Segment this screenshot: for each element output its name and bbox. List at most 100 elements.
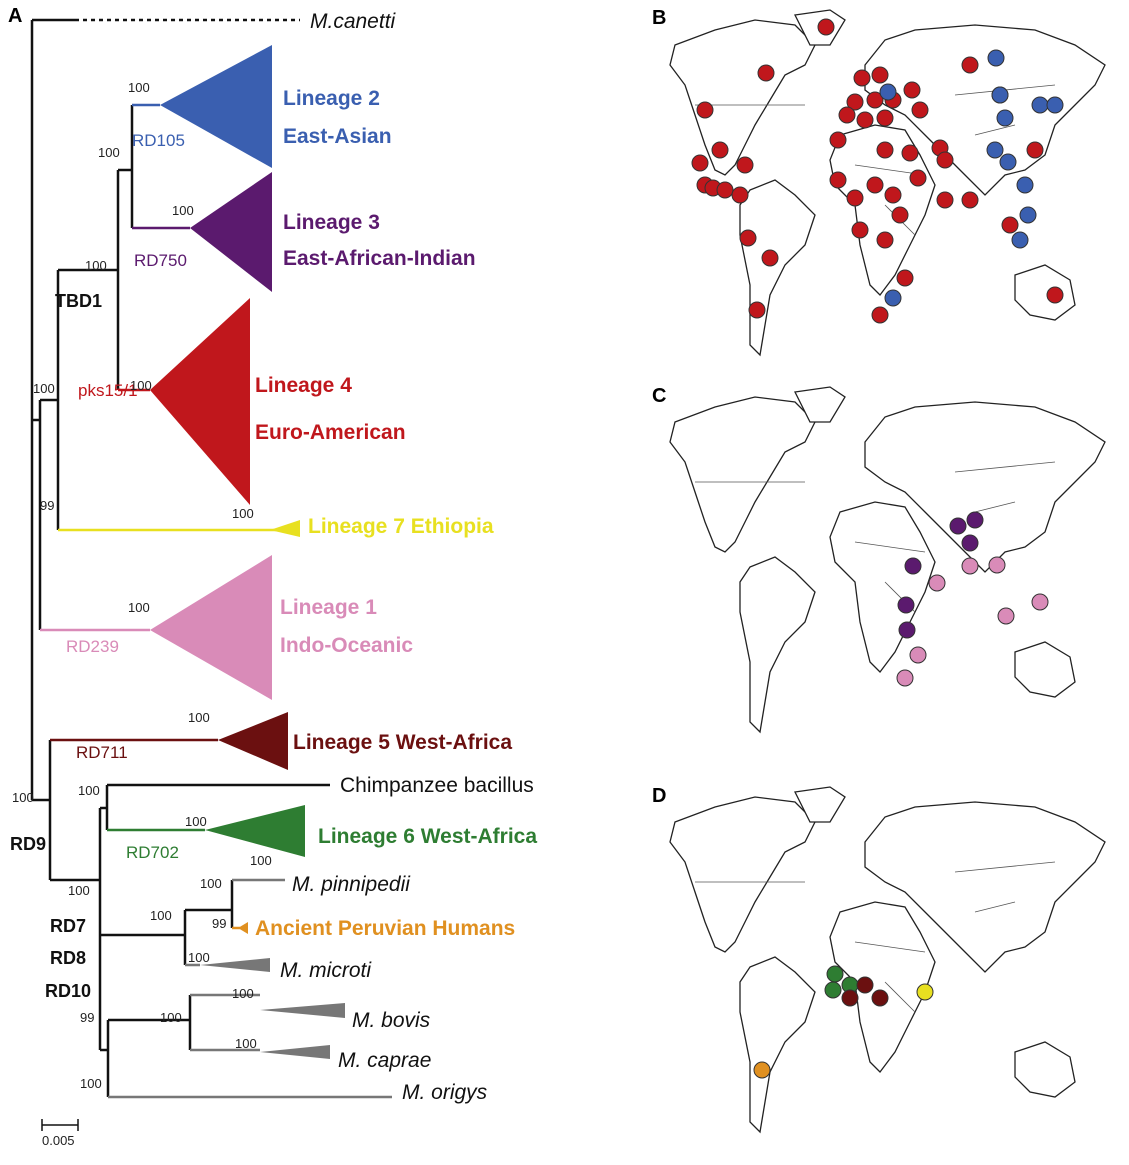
location-dot <box>880 84 896 100</box>
support-value: 100 <box>232 506 254 521</box>
location-dot <box>872 307 888 323</box>
location-dot <box>1032 97 1048 113</box>
location-dot <box>740 230 756 246</box>
deletion-marker: RD750 <box>134 251 187 270</box>
support-value: 99 <box>40 498 54 513</box>
location-dot <box>847 190 863 206</box>
location-dot <box>950 518 966 534</box>
support-value: 99 <box>212 916 226 931</box>
location-dot <box>998 608 1014 624</box>
lineage-name: Lineage 1 <box>280 596 377 619</box>
panel-label: B <box>652 7 666 29</box>
support-value: 99 <box>80 1010 94 1025</box>
location-dot <box>905 558 921 574</box>
location-dot <box>1047 287 1063 303</box>
deletion-marker: RD7 <box>50 916 86 936</box>
location-dot <box>937 152 953 168</box>
deletion-marker: RD711 <box>76 743 128 762</box>
taxon-label: M. caprae <box>338 1049 431 1072</box>
lineage-region: East-Asian <box>283 125 392 148</box>
support-value: 100 <box>232 986 254 1001</box>
support-value: 100 <box>200 876 222 891</box>
location-dot <box>1002 217 1018 233</box>
location-dot <box>872 67 888 83</box>
support-value: 100 <box>12 790 34 805</box>
support-value: 100 <box>235 1036 257 1051</box>
lineage-name: Lineage 7 Ethiopia <box>308 515 494 538</box>
deletion-marker: pks15/1 <box>78 381 138 400</box>
support-value: 100 <box>128 600 150 615</box>
lineage-name: Lineage 3 <box>283 211 380 234</box>
support-value: 100 <box>188 950 210 965</box>
taxon-label: M.canetti <box>310 10 397 33</box>
support-value: 100 <box>33 381 55 396</box>
support-value: 100 <box>78 783 100 798</box>
location-dot <box>899 622 915 638</box>
location-dot <box>712 142 728 158</box>
panel-label: D <box>652 785 666 807</box>
location-dot <box>758 65 774 81</box>
support-value: 100 <box>80 1076 102 1091</box>
location-dot <box>892 207 908 223</box>
location-dot <box>1000 154 1016 170</box>
location-dot <box>839 107 855 123</box>
location-dot <box>854 70 870 86</box>
location-dot <box>897 670 913 686</box>
lineage-region: Indo-Oceanic <box>280 634 413 657</box>
support-value: 100 <box>150 908 172 923</box>
location-dot <box>967 512 983 528</box>
lineage-name: Lineage 5 West-Africa <box>293 731 512 754</box>
location-dot <box>872 990 888 1006</box>
location-dot <box>885 290 901 306</box>
figure: A B C D M.canetti Lineage 2 East-Asian R… <box>0 0 1129 1160</box>
support-value: 100 <box>85 258 107 273</box>
location-dot <box>1027 142 1043 158</box>
location-dot <box>830 132 846 148</box>
location-dot <box>898 597 914 613</box>
location-dot <box>910 170 926 186</box>
location-dot <box>937 192 953 208</box>
location-dot <box>877 110 893 126</box>
location-dot <box>988 50 1004 66</box>
location-dot <box>989 557 1005 573</box>
support-value: 100 <box>68 883 90 898</box>
taxon-label: Chimpanzee bacillus <box>340 774 534 797</box>
location-dot <box>857 112 873 128</box>
map-d <box>670 787 1105 1132</box>
support-value: 100 <box>188 710 210 725</box>
location-dot <box>762 250 778 266</box>
support-value: 100 <box>250 853 272 868</box>
location-dot <box>852 222 868 238</box>
taxon-label: M. pinnipedii <box>292 873 411 896</box>
panel-label: A <box>8 5 22 27</box>
location-dot <box>697 102 713 118</box>
lineage-name: Lineage 6 West-Africa <box>318 825 537 848</box>
location-dot <box>867 177 883 193</box>
location-dot <box>929 575 945 591</box>
location-dot <box>842 990 858 1006</box>
location-dot <box>749 302 765 318</box>
deletion-marker: RD8 <box>50 948 86 968</box>
taxon-label: M. bovis <box>352 1009 431 1032</box>
location-dot <box>904 82 920 98</box>
location-dot <box>1017 177 1033 193</box>
location-dot <box>987 142 1003 158</box>
location-dot <box>818 19 834 35</box>
location-dot <box>997 110 1013 126</box>
location-dot <box>992 87 1008 103</box>
lineage-name: Lineage 4 <box>255 374 352 397</box>
deletion-marker: RD239 <box>66 637 119 656</box>
deletion-marker: RD105 <box>132 131 185 150</box>
support-value: 100 <box>128 80 150 95</box>
map-c <box>670 387 1105 732</box>
location-dot <box>962 535 978 551</box>
support-value: 100 <box>172 203 194 218</box>
deletion-marker: RD10 <box>45 981 91 1001</box>
location-dot <box>732 187 748 203</box>
location-dot <box>912 102 928 118</box>
location-dot <box>962 57 978 73</box>
map-b <box>670 10 1105 355</box>
location-dot <box>717 182 733 198</box>
deletion-marker: RD702 <box>126 843 179 862</box>
location-dot <box>962 192 978 208</box>
